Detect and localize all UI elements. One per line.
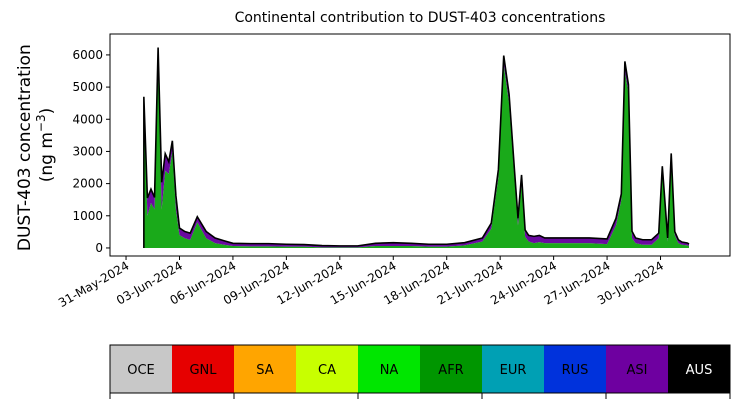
legend-swatch-gnl <box>172 345 234 393</box>
y-tick-label: 6000 <box>72 48 103 62</box>
legend-label-oce: OCE <box>127 363 155 378</box>
legend-swatch-na <box>358 345 420 393</box>
legend-label-sa: SA <box>256 363 273 378</box>
y-axis-unit-exponent: −3 <box>34 114 48 132</box>
legend-swatch-afr <box>420 345 482 393</box>
area-series-afr <box>143 61 690 248</box>
y-tick-label: 5000 <box>72 80 103 94</box>
y-axis-label-line1: DUST-403 concentration <box>15 44 35 251</box>
legend: OCE GNL SA CA NA AFR EUR RUS ASI AUS <box>109 344 731 399</box>
legend-label-na: NA <box>380 363 399 378</box>
y-tick-label: 1000 <box>72 209 103 223</box>
legend-label-afr: AFR <box>438 363 463 378</box>
legend-swatch-sa <box>234 345 296 393</box>
legend-swatch-oce <box>110 345 172 393</box>
area-series-asi <box>143 48 690 248</box>
chart-title: Continental contribution to DUST-403 con… <box>235 10 606 26</box>
legend-label-asi: ASI <box>627 363 648 378</box>
legend-swatch-asi <box>606 345 668 393</box>
legend-swatch-eur <box>482 345 544 393</box>
legend-swatch-ca <box>296 345 358 393</box>
plot-frame <box>109 33 731 257</box>
legend-swatch-aus <box>668 345 730 393</box>
y-tick-label: 2000 <box>72 177 103 191</box>
y-axis-unit-suffix: ) <box>37 108 57 115</box>
y-tick-label: 4000 <box>72 112 103 126</box>
legend-frame <box>109 344 731 394</box>
legend-swatch-rus <box>544 345 606 393</box>
y-axis-unit-prefix: (ng m <box>37 132 57 182</box>
legend-label-ca: CA <box>318 363 336 378</box>
legend-label-eur: EUR <box>500 363 527 378</box>
legend-label-rus: RUS <box>562 363 589 378</box>
y-tick-label: 3000 <box>72 144 103 158</box>
plot-area <box>143 47 690 248</box>
y-axis-label-unit: (ng m−3) <box>34 108 57 183</box>
area-series-rus <box>143 47 690 247</box>
y-tick-label: 0 <box>95 241 103 255</box>
total-outline <box>143 47 690 248</box>
y-axis-label: DUST-403 concentration (ng m−3) <box>15 39 57 251</box>
legend-label-gnl: GNL <box>189 363 217 378</box>
legend-label-aus: AUS <box>686 363 713 378</box>
